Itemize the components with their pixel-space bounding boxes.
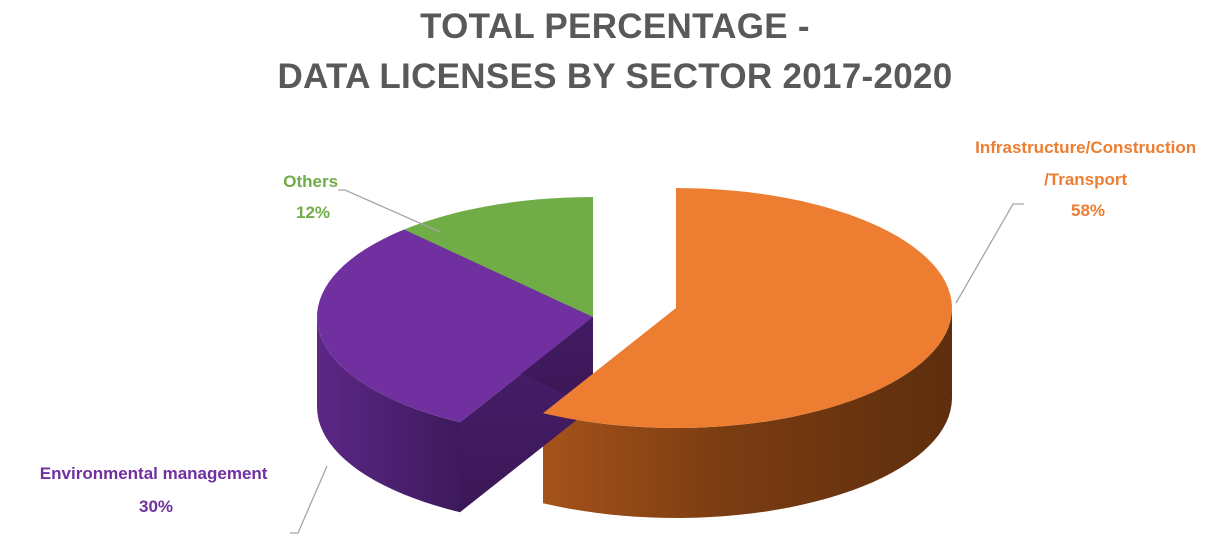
label-others-line-1: Others [283,172,338,191]
label-environmental-line-2: 30% [139,497,173,516]
label-environmental: Environmental management 30% [40,464,272,516]
slice-environmental-top [317,229,593,423]
chart-title: TOTAL PERCENTAGE - DATA LICENSES BY SECT… [0,2,1230,102]
label-infrastructure-line-1: Infrastructure/Construction [975,138,1196,157]
label-others: Others 12% [283,172,343,222]
chart-title-line-1: TOTAL PERCENTAGE - [420,7,810,46]
slice-others-top [404,197,593,317]
label-environmental-line-1: Environmental management [40,464,268,483]
slice-environmental-side [317,317,460,513]
slice-infrastructure-side [543,308,952,518]
label-infrastructure-line-2: /Transport [1044,170,1127,189]
slice-infrastructure-top [543,188,952,428]
label-infrastructure: Infrastructure/Construction /Transport 5… [975,138,1201,220]
chart-title-line-2: DATA LICENSES BY SECTOR 2017-2020 [277,57,953,96]
leader-line-others [338,189,441,233]
label-infrastructure-line-3: 58% [1071,201,1105,220]
leader-line-infrastructure [955,203,1024,304]
leader-line-environmental [290,465,328,534]
label-others-line-2: 12% [296,203,330,222]
